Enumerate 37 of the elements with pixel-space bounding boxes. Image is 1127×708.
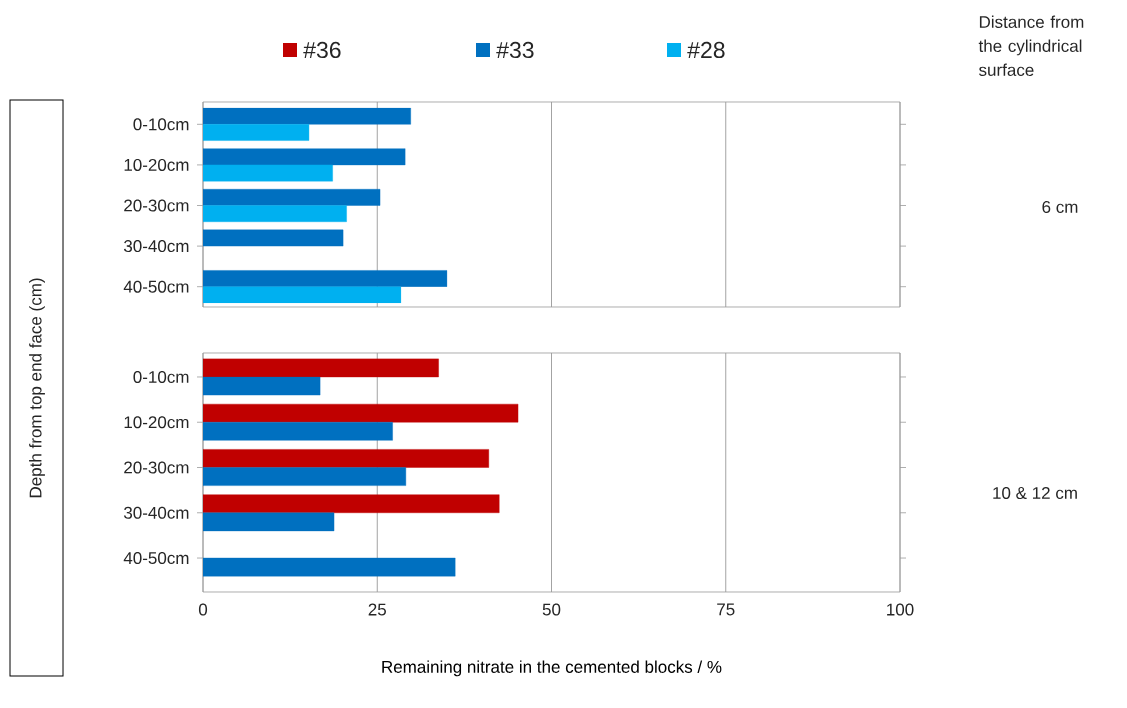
bar [203, 512, 335, 532]
y-tick-label: 40-50cm [123, 552, 189, 565]
x-tick-label: 100 [887, 603, 914, 616]
x-axis-title: Remaining nitrate in the cemented blocks / % [382, 660, 722, 677]
bar [203, 124, 310, 141]
bar [203, 164, 333, 182]
x-tick-label: 75 [717, 603, 735, 616]
bar [203, 557, 456, 577]
y-tick-label: 30-40cm [123, 240, 189, 253]
bar [203, 189, 381, 206]
bar [203, 205, 347, 222]
bar [203, 376, 321, 396]
legend-label: #28 [687, 41, 725, 59]
bar [203, 107, 411, 125]
legend-label: #33 [496, 41, 534, 59]
y-axis-title: Depth from top end face (cm) [29, 278, 45, 498]
bar [203, 422, 393, 441]
text: Distance from the cylindrical surface [978, 15, 1084, 77]
text: 10 & 12 cm [993, 486, 1077, 500]
text: 6 cm [1042, 200, 1078, 214]
bar [203, 286, 402, 304]
legend-label: #36 [303, 41, 341, 59]
y-tick-label: 0-10cm [133, 118, 189, 131]
x-tick-label: 50 [542, 603, 561, 616]
x-tick-label: 0 [198, 603, 208, 616]
y-tick-label: 30-40cm [123, 506, 189, 519]
bar [203, 148, 406, 166]
y-tick-label: 20-30cm [124, 461, 189, 474]
x-tick-label: 25 [368, 603, 386, 616]
bar [203, 229, 344, 247]
bar [203, 270, 448, 287]
bar [203, 467, 407, 486]
y-tick-label: 0-10cm [133, 370, 189, 384]
y-tick-label: 20-30cm [124, 199, 189, 212]
y-tick-label: 40-50cm [123, 280, 189, 293]
y-tick-label: 10-20cm [124, 416, 189, 429]
y-tick-label: 10-20cm [124, 158, 189, 171]
